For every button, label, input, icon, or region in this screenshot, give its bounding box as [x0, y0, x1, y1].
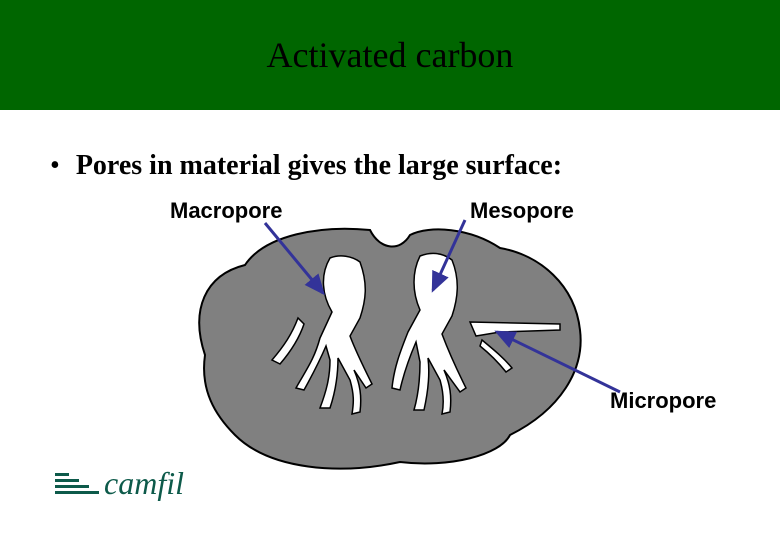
carbon-granule — [199, 229, 580, 469]
logo-text: camfil — [104, 465, 184, 502]
camfil-logo: camfil — [55, 465, 184, 502]
carbon-granule-diagram — [0, 0, 780, 540]
logo-stripes-icon — [55, 473, 99, 494]
